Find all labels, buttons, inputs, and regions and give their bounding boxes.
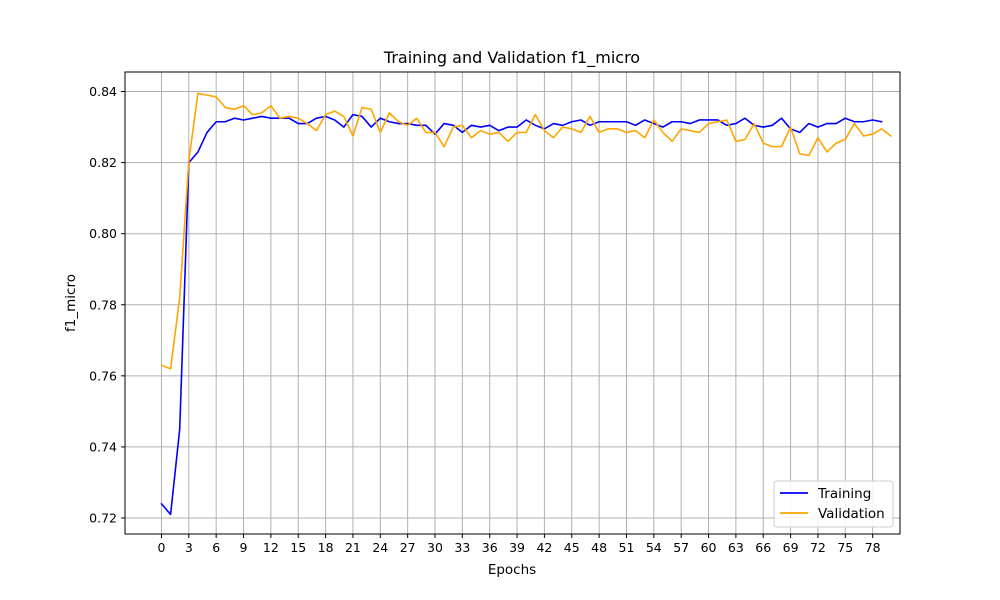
x-axis-label: Epochs (488, 562, 536, 578)
x-tick-label: 21 (345, 540, 361, 555)
y-tick-label: 0.84 (89, 84, 117, 99)
x-tick-label: 66 (755, 540, 771, 555)
x-tick-label: 39 (509, 540, 525, 555)
x-tick-label: 36 (482, 540, 498, 555)
legend-label-training: Training (817, 486, 871, 502)
x-tick-label: 0 (157, 540, 165, 555)
y-tick-label: 0.78 (89, 297, 117, 312)
chart-title: Training and Validation f1_micro (383, 48, 640, 68)
x-tick-label: 9 (240, 540, 248, 555)
x-tick-label: 63 (728, 540, 744, 555)
x-tick-label: 48 (591, 540, 607, 555)
y-axis: 0.72 0.74 0.76 0.78 0.80 0.82 0.84 (89, 84, 125, 526)
x-tick-label: 6 (212, 540, 220, 555)
x-tick-label: 15 (290, 540, 306, 555)
x-tick-label: 33 (454, 540, 470, 555)
x-tick-label: 3 (185, 540, 193, 555)
y-axis-label: f1_micro (63, 274, 79, 332)
x-tick-label: 27 (400, 540, 416, 555)
x-tick-label: 57 (673, 540, 689, 555)
x-tick-label: 45 (564, 540, 580, 555)
y-tick-label: 0.82 (89, 155, 117, 170)
series-layer (160, 92, 892, 516)
x-tick-label: 60 (701, 540, 717, 555)
x-tick-label: 24 (372, 540, 388, 555)
x-tick-label: 42 (536, 540, 552, 555)
x-tick-label: 54 (646, 540, 662, 555)
series-line-validation (160, 92, 892, 370)
x-tick-label: 30 (427, 540, 443, 555)
x-tick-label: 69 (783, 540, 799, 555)
legend-label-validation: Validation (818, 506, 885, 522)
plot-frame (124, 71, 901, 535)
x-tick-label: 51 (619, 540, 635, 555)
x-tick-label: 78 (865, 540, 881, 555)
y-tick-label: 0.74 (89, 439, 117, 454)
legend: Training Validation (773, 480, 894, 528)
x-tick-label: 18 (318, 540, 334, 555)
x-tick-label: 72 (810, 540, 826, 555)
y-tick-label: 0.72 (89, 511, 117, 526)
y-tick-label: 0.80 (89, 226, 117, 241)
x-axis: 0 3 6 9 12 15 18 21 24 27 30 33 36 39 42 45 48 51 54 57 60 63… (157, 534, 881, 555)
grid (125, 72, 900, 534)
y-tick-label: 0.76 (89, 368, 117, 383)
x-tick-label: 75 (837, 540, 853, 555)
x-tick-label: 12 (263, 540, 279, 555)
